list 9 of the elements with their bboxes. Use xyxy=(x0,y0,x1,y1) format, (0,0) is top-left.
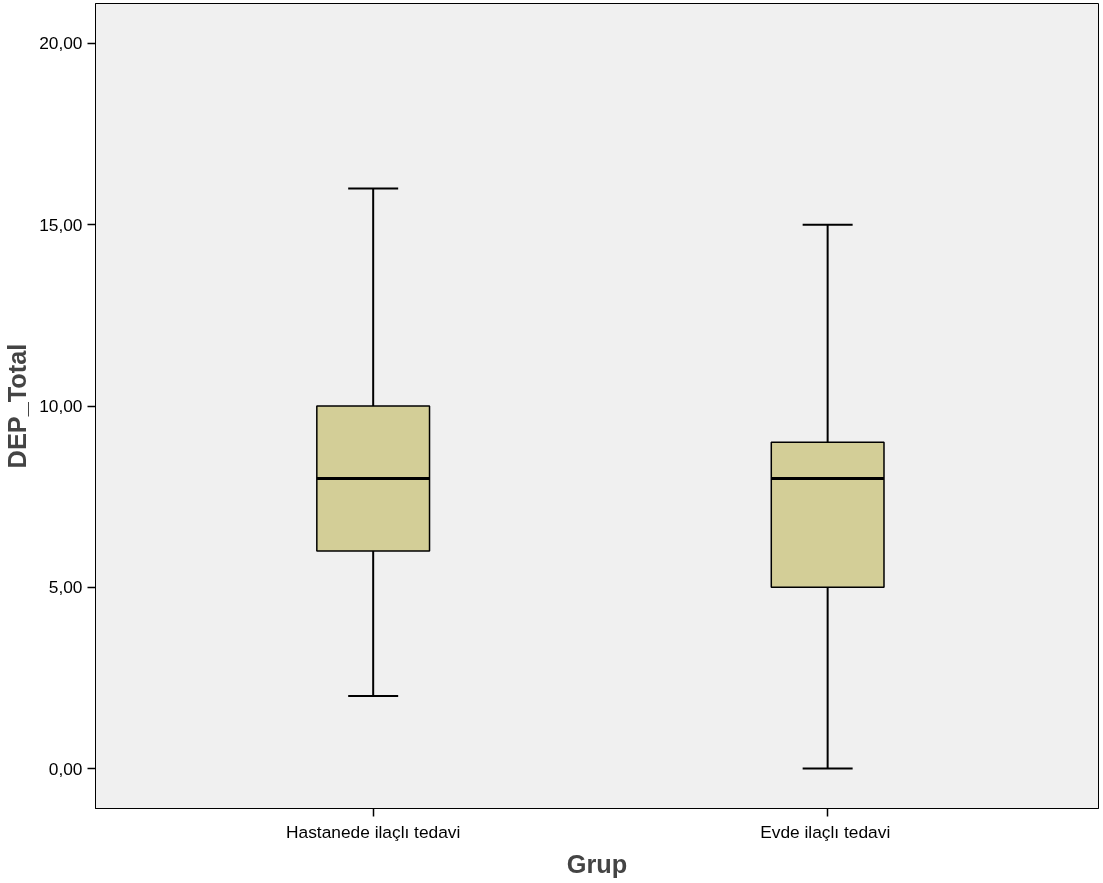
y-tick-label: 20,00 xyxy=(39,33,83,54)
y-axis-title: DEP_Total xyxy=(3,343,32,469)
y-tick-label: 10,00 xyxy=(39,396,83,416)
x-tick-label: Hastanede ilaçlı tedavi xyxy=(286,821,461,842)
y-tick-label: 0,00 xyxy=(48,758,83,779)
x-axis-title: Grup xyxy=(566,849,628,878)
x-tick-label: Evde ilaçlı tedavi xyxy=(760,821,891,842)
y-tick-label: 5,00 xyxy=(48,577,83,598)
y-tick-label: 15,00 xyxy=(39,214,83,235)
